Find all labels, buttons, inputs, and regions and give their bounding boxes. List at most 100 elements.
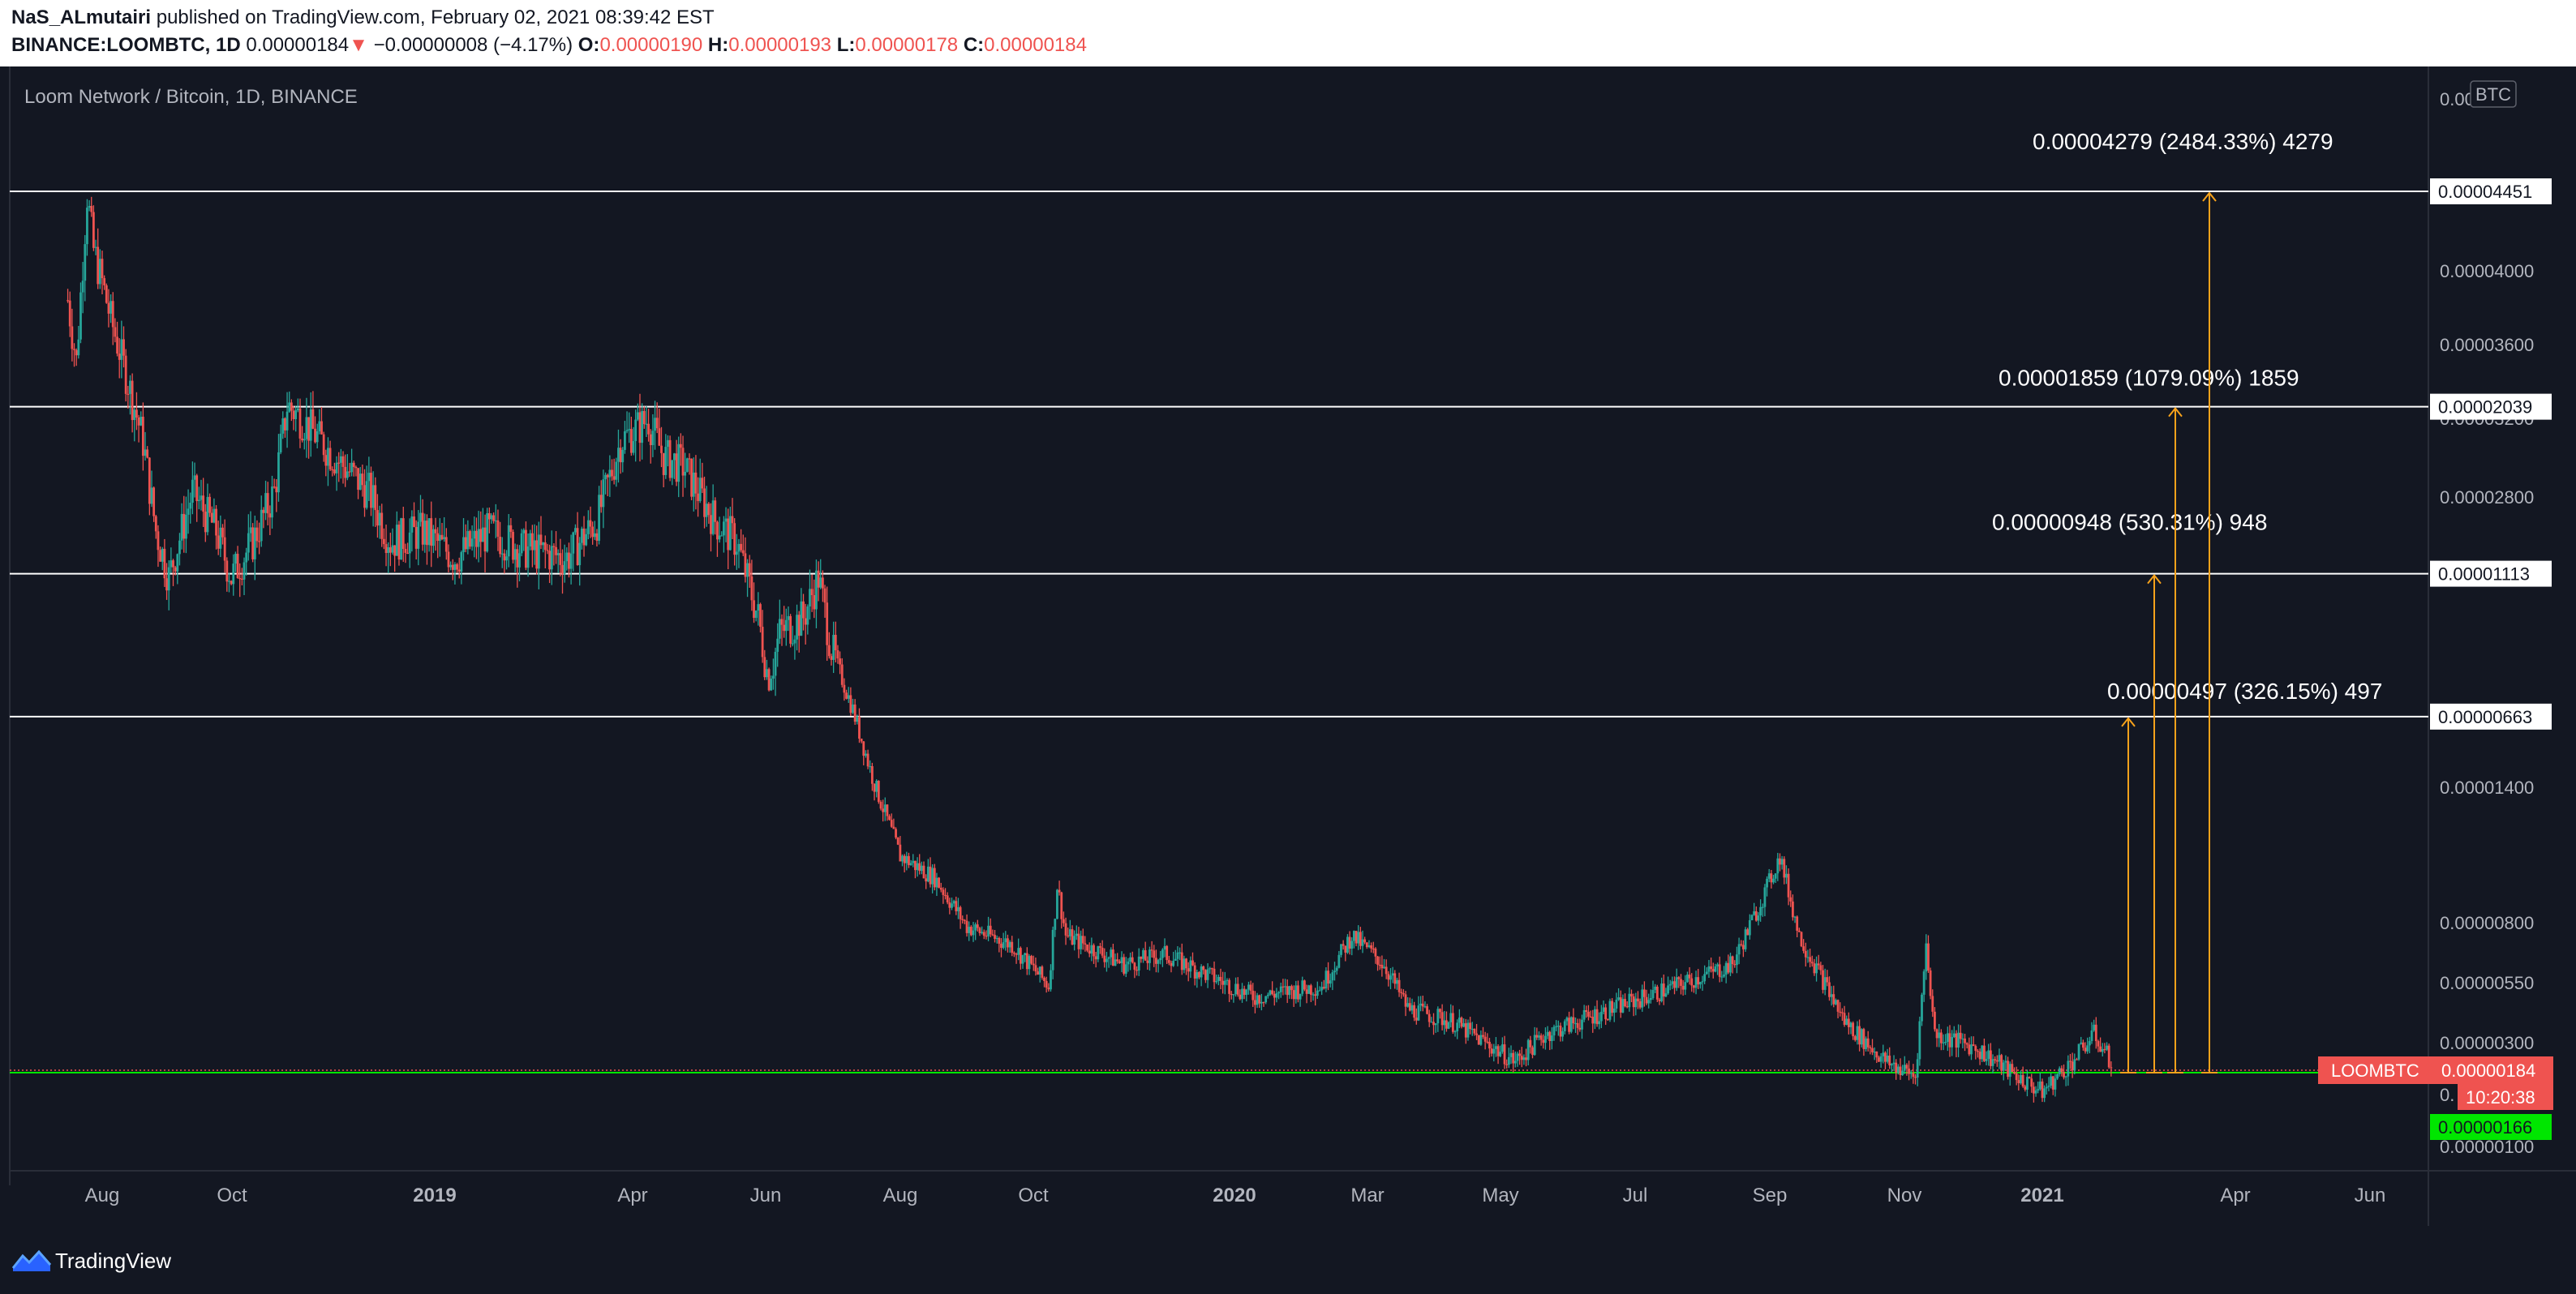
candle xyxy=(1290,984,1293,1000)
svg-text:10:20:38: 10:20:38 xyxy=(2466,1087,2535,1108)
candle xyxy=(778,599,781,645)
candle xyxy=(1810,955,1814,967)
candle xyxy=(292,405,295,431)
candle xyxy=(1099,942,1101,954)
candle xyxy=(1972,1036,1975,1047)
candle xyxy=(1314,988,1317,1006)
currency-badge-frame[interactable] xyxy=(2470,80,2517,108)
candle xyxy=(337,452,341,482)
close-value: 0.00000184 xyxy=(984,34,1087,56)
candle xyxy=(655,402,659,434)
candle xyxy=(316,423,319,449)
candle xyxy=(1587,1005,1590,1021)
candle xyxy=(942,887,945,904)
candle xyxy=(370,466,372,516)
candle xyxy=(1155,949,1157,973)
level-price-tag-2[interactable]: 0.00001113 xyxy=(2430,560,2552,587)
current-price-tag[interactable]: LOOMBTC 0.00000184 xyxy=(2318,1056,2553,1084)
candle xyxy=(710,503,712,552)
candle xyxy=(843,678,846,701)
level-price-tag-1[interactable]: 0.00002039 xyxy=(2430,393,2552,420)
candle xyxy=(763,649,766,680)
candle xyxy=(1439,1008,1441,1019)
candle xyxy=(413,502,415,528)
candle xyxy=(2099,1037,2102,1052)
candle xyxy=(1871,1039,1874,1056)
candle xyxy=(1479,1030,1483,1046)
price-range-0[interactable]: 0.00000497 (326.15%) 497 xyxy=(2107,679,2382,1073)
candle xyxy=(935,872,938,897)
candle xyxy=(1578,1018,1582,1032)
level-price-tag-3[interactable]: 0.00000663 xyxy=(2430,703,2552,730)
candle xyxy=(281,411,285,439)
candle xyxy=(982,929,985,940)
candle xyxy=(826,586,829,662)
candle xyxy=(1759,899,1762,922)
candle xyxy=(1286,979,1289,1004)
price-range-2[interactable]: 0.00001859 (1079.09%) 1859 xyxy=(1999,366,2299,1073)
publisher-name[interactable]: NaS_ALmutairi xyxy=(11,6,152,28)
price-range-3[interactable]: 0.00004279 (2484.33%) 4279 xyxy=(2033,129,2333,1073)
candle xyxy=(1604,1004,1608,1026)
candle xyxy=(1535,1027,1539,1040)
candle xyxy=(908,852,910,868)
candle xyxy=(240,568,243,585)
candle xyxy=(206,483,209,536)
candle xyxy=(1359,927,1362,950)
candle xyxy=(628,412,631,443)
low-price-tag[interactable]: 0.00000166 xyxy=(2430,1114,2552,1140)
candle xyxy=(1651,980,1655,1000)
candle xyxy=(444,528,448,560)
currency-badge[interactable]: BTC xyxy=(2475,84,2511,105)
candle xyxy=(1964,1034,1966,1052)
candle xyxy=(1180,943,1183,975)
price-range-1[interactable]: 0.00000948 (530.31%) 948 xyxy=(1992,510,2267,1073)
candle xyxy=(217,521,220,555)
candle xyxy=(1221,971,1225,994)
chart-area[interactable]: 0.00000497 (326.15%) 497 0.00000948 (530.… xyxy=(0,66,2576,1226)
candle xyxy=(247,514,250,561)
tradingview-brand[interactable]: TradingView xyxy=(55,1249,172,1273)
tradingview-logo-icon[interactable] xyxy=(11,1247,52,1273)
candle xyxy=(1185,958,1187,975)
candle xyxy=(1776,852,1780,881)
x-tick-label: Nov xyxy=(1887,1185,1922,1206)
bar-countdown: 10:20:38 xyxy=(2458,1084,2553,1110)
candle xyxy=(469,529,471,550)
candle xyxy=(1417,996,1420,1022)
candle xyxy=(1737,937,1741,965)
candle xyxy=(642,406,646,429)
candle xyxy=(776,623,779,667)
candle xyxy=(1440,1004,1444,1030)
candle xyxy=(1509,1045,1513,1065)
price-chart-svg[interactable]: 0.00000497 (326.15%) 497 0.00000948 (530.… xyxy=(0,66,2576,1226)
candle xyxy=(376,494,379,538)
candle xyxy=(1731,955,1734,974)
candle xyxy=(1370,942,1373,953)
candle xyxy=(800,588,803,636)
candle xyxy=(1008,940,1011,953)
candle xyxy=(995,935,998,944)
candle xyxy=(1556,1020,1560,1036)
candle xyxy=(673,452,676,479)
candle xyxy=(1698,981,1702,989)
candle xyxy=(2032,1082,2035,1103)
candle xyxy=(750,559,753,611)
candle xyxy=(268,505,272,535)
candle xyxy=(1598,1012,1601,1030)
candle xyxy=(481,508,484,542)
candle xyxy=(1815,956,1818,982)
level-price-tag-0[interactable]: 0.00004451 xyxy=(2430,178,2552,204)
candle xyxy=(1550,1027,1553,1050)
candle xyxy=(1733,960,1737,968)
candle xyxy=(1406,997,1410,1008)
candle xyxy=(754,610,758,622)
candle xyxy=(1542,1034,1545,1049)
candle xyxy=(883,797,887,821)
candle xyxy=(1608,998,1612,1022)
candle xyxy=(530,525,534,568)
candle xyxy=(667,435,669,467)
candle xyxy=(339,448,342,479)
candle xyxy=(1619,990,1622,1018)
candle xyxy=(1025,947,1028,975)
